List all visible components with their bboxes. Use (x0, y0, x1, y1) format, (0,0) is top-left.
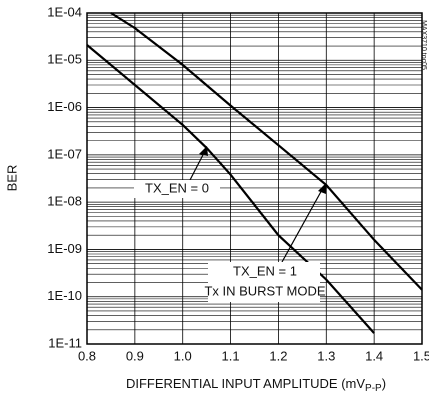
x-tick-label: 1.2 (269, 348, 287, 363)
y-tick-label: 1E-05 (47, 52, 82, 67)
x-tick-label: 1.0 (174, 348, 192, 363)
x-axis-label-end: ) (382, 376, 386, 391)
x-axis-label-main: DIFFERENTIAL INPUT AMPLITUDE (mV (126, 376, 365, 391)
x-tick-label: 0.8 (78, 348, 96, 363)
arrow-head (318, 183, 326, 194)
arrow (281, 187, 324, 263)
annotation-box (208, 262, 320, 302)
x-tick-label: 1.1 (222, 348, 240, 363)
annotation: TX_EN = 1 (233, 263, 297, 278)
annotation: TX_EN = 0 (145, 180, 209, 195)
y-tick-label: 1E-07 (47, 146, 82, 161)
y-tick-label: 1E-08 (47, 194, 82, 209)
annotation: Tx IN BURST MODE (204, 283, 325, 298)
plot-frame (86, 12, 423, 345)
x-axis-label-sub: P-P (365, 383, 382, 394)
y-tick-label: 1E-09 (47, 241, 82, 256)
x-tick-label: 1.5 (413, 348, 429, 363)
y-tick-label: 1E-04 (47, 4, 82, 19)
y-tick-label: 1E-11 (48, 335, 82, 350)
side-note: MAX3710 toc05 (420, 20, 427, 70)
y-tick-label: 1E-06 (47, 99, 82, 114)
arrow-head (199, 146, 208, 156)
x-axis-label: DIFFERENTIAL INPUT AMPLITUDE (mVP-P) (126, 376, 386, 393)
series-line (110, 12, 423, 291)
x-tick-label: 1.4 (365, 348, 383, 363)
annotation-box (134, 180, 220, 198)
x-tick-label: 1.3 (317, 348, 335, 363)
arrow (189, 150, 206, 181)
y-axis-label: BER (4, 165, 19, 192)
x-tick-label: 0.9 (126, 348, 144, 363)
y-tick-label: 1E-10 (47, 288, 82, 303)
